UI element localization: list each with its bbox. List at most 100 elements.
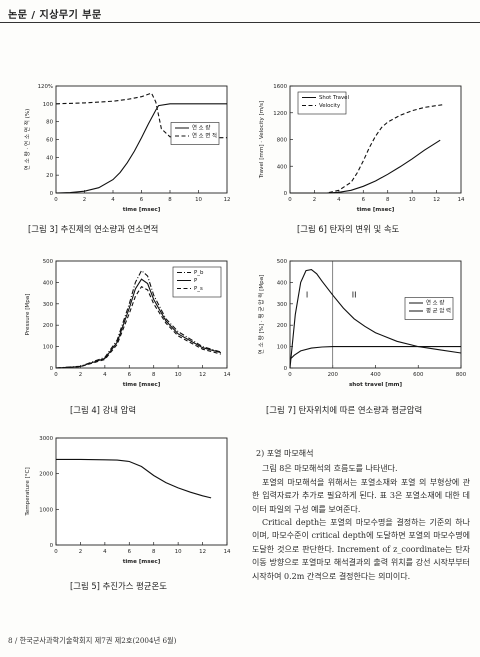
y-axis-label: 연 소 량 · 연 소 면 적 (%) <box>23 109 31 171</box>
legend: P_b P P_s <box>172 266 222 298</box>
y-tick-label: 1600 <box>273 84 287 90</box>
y-tick-label: 400 <box>277 280 288 286</box>
x-tick-label: 12 <box>224 197 231 203</box>
paragraph-3: Critical depth는 포열의 마모수명을 결정하는 기준의 하나이며,… <box>252 518 470 581</box>
y-tick-label: 400 <box>277 164 288 170</box>
x-tick-label: 4 <box>337 197 341 203</box>
chart-fig5: 0 2 4 6 8 10 12 14 0 1000 2000 3000 time [msec] Tempe… <box>25 436 231 565</box>
y-tick-label: 1200 <box>273 111 287 117</box>
x-tick-label: 14 <box>224 372 231 378</box>
legend: 연 소 량연 소 면 적 <box>170 122 220 145</box>
x-axis-label: time [msec] <box>357 207 395 213</box>
x-tick-label: 4 <box>103 549 107 555</box>
series-line-0 <box>55 269 222 369</box>
x-tick-label: 10 <box>409 197 416 203</box>
y-tick-label: 1000 <box>39 507 53 513</box>
x-tick-label: 800 <box>456 372 467 378</box>
figure-4: 0 2 4 6 8 10 12 14 0 100 200 300 400 500 time [msec] Pr… <box>20 255 235 390</box>
legend-label: 평 균 압 력 <box>426 307 451 315</box>
x-tick-label: 0 <box>54 372 58 378</box>
y-tick-label: 0 <box>50 191 54 197</box>
chart-fig7: 0 200 400 600 800 0 100 200 300 400 500 shot travel… <box>257 259 467 388</box>
section-title: 2) 포열 마모해석 <box>256 449 314 458</box>
y-tick-label: 0 <box>50 543 54 549</box>
series-line-1 <box>55 92 227 139</box>
chart-fig4: 0 2 4 6 8 10 12 14 0 100 200 300 400 500 time [msec] Pr… <box>25 259 231 388</box>
annotation-0: I <box>306 290 308 299</box>
legend: 연 소 량평 균 압 력 <box>404 297 454 320</box>
y-tick-label: 3000 <box>39 436 53 442</box>
x-tick-label: 6 <box>362 197 366 203</box>
y-tick-label: 0 <box>284 191 288 197</box>
legend-label: P_b <box>194 270 204 276</box>
y-tick-label: 500 <box>277 259 288 265</box>
x-tick-label: 6 <box>128 549 132 555</box>
legend: Shot Travel Velocity <box>297 91 349 115</box>
chart-fig6: 0 2 4 6 8 10 12 14 0 400 800 1200 1600 time [msec] Tra… <box>259 84 465 213</box>
y-tick-label: 300 <box>277 302 288 308</box>
series-line-0 <box>56 458 212 499</box>
x-tick-label: 10 <box>175 372 182 378</box>
caption-fig4: [그림 4] 강내 압력 <box>70 405 137 415</box>
header-rule <box>0 22 480 23</box>
series-line-1 <box>55 278 222 369</box>
legend-label: P <box>194 278 198 284</box>
y-tick-label: 80 <box>46 120 53 126</box>
y-tick-label: 0 <box>50 366 54 372</box>
x-tick-label: 8 <box>168 197 172 203</box>
x-tick-label: 8 <box>152 549 156 555</box>
series-line-1 <box>290 104 443 194</box>
y-tick-label: 500 <box>43 259 54 265</box>
x-axis-label: shot travel [mm] <box>349 382 403 388</box>
x-tick-label: 12 <box>199 372 206 378</box>
y-tick-label: 0 <box>284 366 288 372</box>
x-tick-label: 0 <box>288 372 292 378</box>
x-tick-label: 0 <box>54 549 58 555</box>
figure-5: 0 2 4 6 8 10 12 14 0 1000 2000 3000 time [msec] Tempe… <box>20 432 235 567</box>
x-axis-label: time [msec] <box>123 207 161 213</box>
legend-label: 연 소 량 <box>192 124 210 132</box>
caption-fig3: [그림 3] 추진제의 연소량과 연소면적 <box>28 224 159 234</box>
series-line-0 <box>289 346 461 360</box>
y-axis-label: 연 소 량 [%] · 평 균 압 력 [Mpa] <box>257 275 265 355</box>
caption-fig7: [그림 7] 탄자위치에 따른 연소량과 평균압력 <box>266 405 423 415</box>
y-tick-label: 200 <box>43 323 54 329</box>
y-tick-label: 120% <box>38 84 53 90</box>
x-tick-label: 0 <box>54 197 58 203</box>
page-footer: 8 / 한국군사과학기술학회지 제7권 제2호(2004년 6월) <box>8 636 177 645</box>
series-line-1 <box>289 269 462 369</box>
x-tick-label: 2 <box>313 197 316 203</box>
x-tick-label: 12 <box>433 197 440 203</box>
y-tick-label: 200 <box>277 323 288 329</box>
figure-7: 0 200 400 600 800 0 100 200 300 400 500 shot travel… <box>254 255 469 390</box>
legend-label: P_s <box>194 286 203 292</box>
legend-label: 연 소 량 <box>426 299 444 307</box>
series-line-0 <box>55 103 227 194</box>
y-tick-label: 800 <box>277 138 288 144</box>
x-tick-label: 600 <box>413 372 424 378</box>
x-tick-label: 4 <box>103 372 107 378</box>
x-axis-label: time [msec] <box>123 382 161 388</box>
y-tick-label: 20 <box>46 173 53 179</box>
legend-label: Shot Travel <box>319 95 349 101</box>
x-tick-label: 8 <box>152 372 156 378</box>
y-tick-label: 300 <box>43 302 54 308</box>
y-tick-label: 100 <box>277 345 288 351</box>
x-tick-label: 2 <box>83 197 86 203</box>
x-tick-label: 200 <box>328 372 339 378</box>
x-tick-label: 4 <box>111 197 115 203</box>
x-axis-label: time [msec] <box>123 559 161 565</box>
figure-3: 0 2 4 6 8 10 12 0 20 40 60 80 100 120% time [msec] 연 소 … <box>20 80 235 215</box>
series-line-2 <box>55 285 222 369</box>
caption-fig6: [그림 6] 탄자의 변위 및 속도 <box>297 224 400 234</box>
x-tick-label: 400 <box>370 372 381 378</box>
y-axis-label: Temperature [°C] <box>25 467 31 516</box>
y-tick-label: 60 <box>46 138 53 144</box>
y-tick-label: 100 <box>43 345 54 351</box>
x-tick-label: 10 <box>175 549 182 555</box>
x-tick-label: 2 <box>79 549 82 555</box>
x-tick-label: 6 <box>140 197 144 203</box>
series-line-0 <box>290 139 441 194</box>
x-tick-label: 2 <box>79 372 82 378</box>
figure-6: 0 2 4 6 8 10 12 14 0 400 800 1200 1600 time [msec] Tra… <box>254 80 469 215</box>
